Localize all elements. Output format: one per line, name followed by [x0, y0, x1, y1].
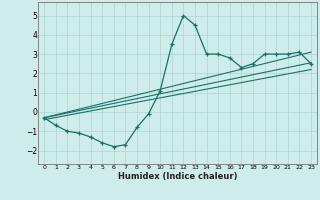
X-axis label: Humidex (Indice chaleur): Humidex (Indice chaleur): [118, 172, 237, 181]
